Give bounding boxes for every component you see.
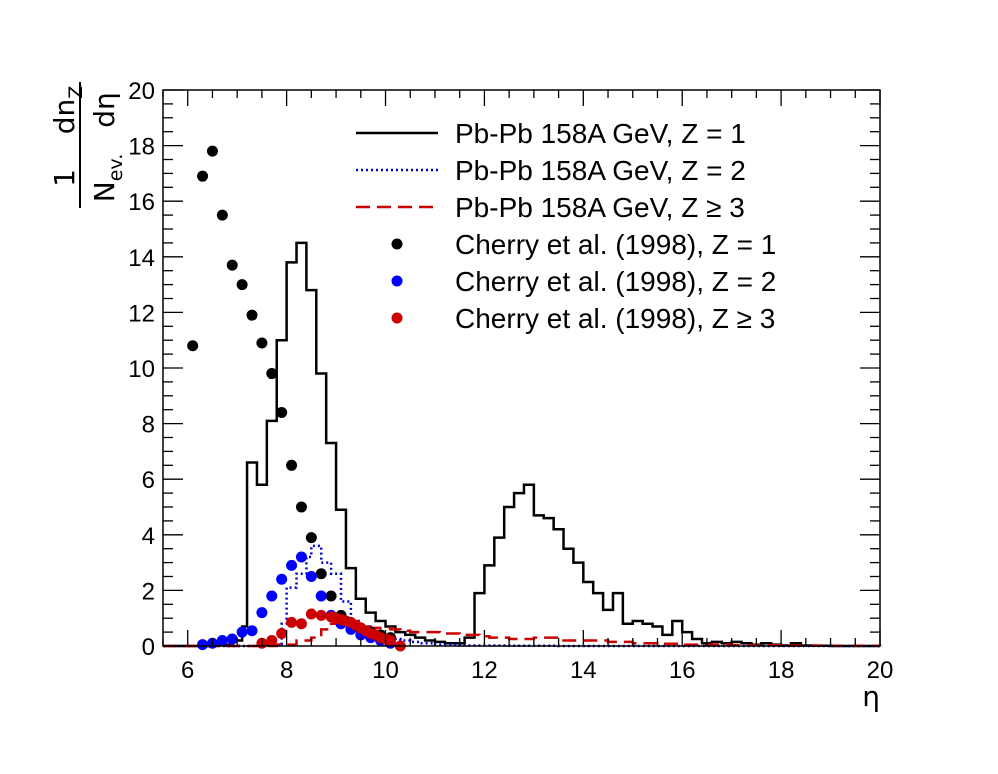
legend-label: Pb-Pb 158A GeV, Z = 1: [455, 118, 746, 149]
series-4-point: [325, 590, 337, 602]
series-6-point: [295, 618, 307, 630]
y-tick-label: 14: [128, 245, 155, 272]
series-5-point: [266, 590, 278, 602]
legend-point-marker: [391, 275, 403, 287]
series-4-point: [286, 459, 298, 471]
series-4-point: [216, 209, 228, 221]
series-5-point: [295, 551, 307, 563]
y-tick-label: 2: [142, 578, 155, 605]
x-tick-label: 8: [280, 657, 293, 684]
legend-entry: Cherry et al. (1998), Z ≥ 3: [391, 303, 775, 334]
y-label-diff-numerator-sub: Z: [65, 86, 87, 99]
series-4-point: [197, 170, 209, 182]
legend-point-marker: [391, 312, 403, 324]
series-6-point: [286, 616, 298, 628]
y-tick-label: 10: [128, 356, 155, 383]
series-4-point: [246, 309, 258, 321]
series-5-point: [226, 633, 238, 645]
y-tick-label: 18: [128, 134, 155, 161]
legend-entry: Pb-Pb 158A GeV, Z ≥ 3: [356, 192, 745, 223]
y-label-diff-numerator-main: dn: [48, 99, 81, 135]
x-tick-label: 18: [768, 657, 795, 684]
x-tick-label: 12: [471, 657, 498, 684]
series-5-point: [246, 625, 258, 637]
y-label-numerator: 1: [48, 169, 81, 187]
series-4-point: [206, 145, 218, 157]
series-4-point: [187, 340, 199, 352]
y-label-denominator: Nev.: [88, 154, 127, 202]
x-axis-label: η: [862, 680, 880, 713]
y-axis-label: 1 Nev. dnZ dη: [48, 82, 127, 208]
series-5-point: [197, 639, 209, 651]
series-4-point: [266, 368, 278, 380]
series-6-point: [315, 609, 327, 621]
y-tick-label: 20: [128, 78, 155, 105]
series-4-point: [226, 259, 238, 271]
data-layer: [163, 145, 882, 652]
series-6-point: [276, 627, 288, 639]
legend-entry: Pb-Pb 158A GeV, Z = 2: [356, 155, 746, 186]
y-label-diff-numerator: dnZ: [48, 86, 87, 135]
legend-label: Cherry et al. (1998), Z = 2: [455, 266, 776, 297]
series-4-point: [305, 532, 317, 544]
y-tick-label: 4: [142, 523, 155, 550]
x-tick-label: 14: [570, 657, 597, 684]
series-1-histogram: [163, 241, 880, 648]
series-4-point: [276, 406, 288, 418]
y-tick-label: 6: [142, 467, 155, 494]
legend-entry: Cherry et al. (1998), Z = 1: [391, 229, 776, 260]
series-5-point: [216, 634, 228, 646]
series-4-point: [295, 501, 307, 513]
legend-entry: Cherry et al. (1998), Z = 2: [391, 266, 776, 297]
legend-label: Pb-Pb 158A GeV, Z = 2: [455, 155, 746, 186]
series-6-point: [266, 634, 278, 646]
series-5-point: [276, 573, 288, 585]
series-4-point: [315, 568, 327, 580]
legend-label: Cherry et al. (1998), Z ≥ 3: [455, 303, 775, 334]
legend-label: Pb-Pb 158A GeV, Z ≥ 3: [455, 192, 745, 223]
series-4-point: [256, 337, 268, 349]
y-tick-label: 12: [128, 300, 155, 327]
axis-ticks: 6 8 10 12 14 16 18 20 0 2 4 6 8 10 12 14 16 18 20: [128, 78, 893, 684]
series-6-point: [305, 608, 317, 620]
y-label-diff-denominator: dη: [88, 92, 121, 128]
series-3-histogram: [163, 622, 882, 648]
legend-point-marker: [391, 238, 403, 250]
y-label-denominator-sub: ev.: [105, 154, 127, 182]
series-6-point: [384, 634, 396, 646]
series-5-point: [236, 626, 248, 638]
legend-label: Cherry et al. (1998), Z = 1: [455, 229, 776, 260]
series-5-point: [315, 590, 327, 602]
x-tick-label: 10: [372, 657, 399, 684]
y-label-denominator-main: N: [88, 181, 121, 202]
x-tick-label: 16: [669, 657, 696, 684]
x-tick-label: 20: [867, 657, 894, 684]
series-5-point: [286, 559, 298, 571]
series-5-point: [305, 571, 317, 582]
y-tick-label: 8: [142, 412, 155, 439]
series-4-point: [236, 279, 248, 291]
y-tick-label: 0: [142, 634, 155, 661]
series-5-point: [256, 607, 268, 619]
legend: Pb-Pb 158A GeV, Z = 1 Pb-Pb 158A GeV, Z =…: [356, 118, 776, 334]
x-tick-label: 6: [181, 657, 194, 684]
y-tick-label: 16: [128, 189, 155, 216]
legend-entry: Pb-Pb 158A GeV, Z = 1: [356, 118, 746, 149]
